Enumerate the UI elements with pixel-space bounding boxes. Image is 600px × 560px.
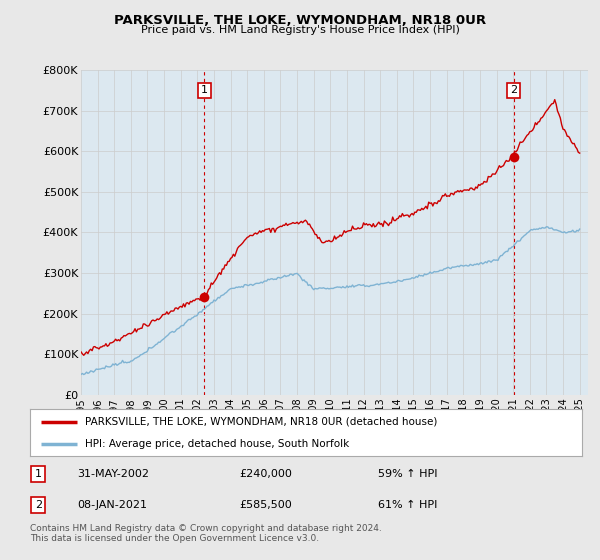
Text: Price paid vs. HM Land Registry's House Price Index (HPI): Price paid vs. HM Land Registry's House …: [140, 25, 460, 35]
Text: £240,000: £240,000: [240, 469, 293, 479]
Text: 1: 1: [35, 469, 42, 479]
Text: 08-JAN-2021: 08-JAN-2021: [77, 500, 147, 510]
Text: 2: 2: [35, 500, 42, 510]
Text: 2: 2: [510, 85, 517, 95]
Text: HPI: Average price, detached house, South Norfolk: HPI: Average price, detached house, Sout…: [85, 438, 349, 449]
Text: PARKSVILLE, THE LOKE, WYMONDHAM, NR18 0UR (detached house): PARKSVILLE, THE LOKE, WYMONDHAM, NR18 0U…: [85, 417, 437, 427]
Text: £585,500: £585,500: [240, 500, 293, 510]
Text: PARKSVILLE, THE LOKE, WYMONDHAM, NR18 0UR: PARKSVILLE, THE LOKE, WYMONDHAM, NR18 0U…: [114, 14, 486, 27]
Text: 31-MAY-2002: 31-MAY-2002: [77, 469, 149, 479]
Text: 61% ↑ HPI: 61% ↑ HPI: [378, 500, 437, 510]
Text: Contains HM Land Registry data © Crown copyright and database right 2024.
This d: Contains HM Land Registry data © Crown c…: [30, 524, 382, 543]
Text: 1: 1: [201, 85, 208, 95]
Text: 59% ↑ HPI: 59% ↑ HPI: [378, 469, 437, 479]
